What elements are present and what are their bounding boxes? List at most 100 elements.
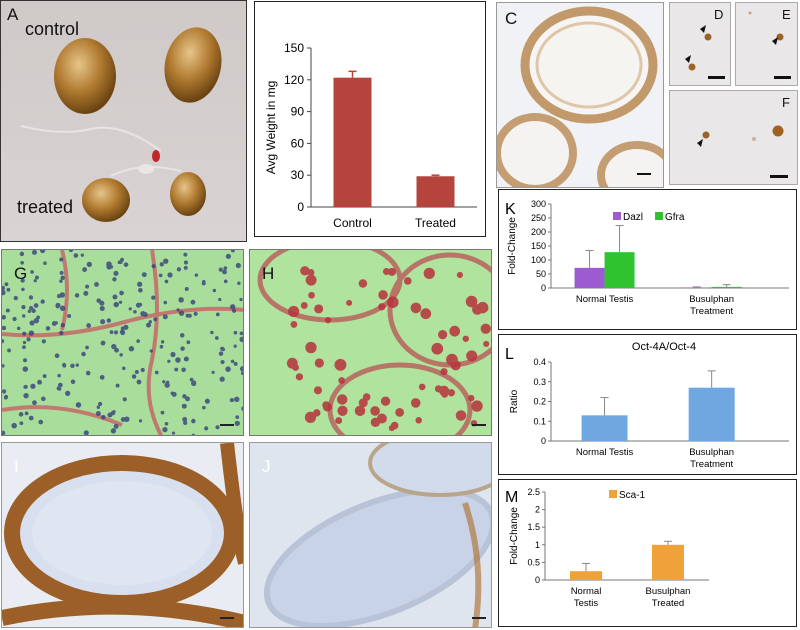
x-tick-label: Testis bbox=[574, 598, 599, 609]
panel-f-cells: F bbox=[669, 90, 798, 185]
he-section-g bbox=[2, 250, 243, 435]
y-tick-label: 0 bbox=[297, 200, 304, 214]
ihc-section-j bbox=[250, 443, 491, 627]
panel-letter-c: C bbox=[505, 9, 518, 28]
legend-swatch bbox=[609, 490, 617, 498]
scale-bar-g bbox=[220, 424, 234, 426]
panel-letter-f: F bbox=[782, 95, 790, 110]
bar bbox=[688, 387, 735, 441]
bar bbox=[604, 252, 635, 288]
panel-letter-i: I bbox=[14, 457, 19, 476]
cells-f bbox=[670, 91, 797, 184]
bar bbox=[652, 544, 684, 580]
scale-bar-e bbox=[774, 76, 791, 79]
y-axis-label: Ratio bbox=[509, 389, 520, 413]
panel-letter: L bbox=[505, 346, 514, 363]
y-tick-label: 2.5 bbox=[527, 487, 540, 497]
scale-bar-d bbox=[708, 76, 725, 79]
panel-letter-j: J bbox=[262, 457, 271, 476]
dazl-gfra-chart: 0 50 100 150 200 250 300 Normal Testis Busulphan… bbox=[505, 199, 789, 317]
panel-c-ihc: C bbox=[496, 2, 664, 188]
y-tick-label: 100 bbox=[531, 255, 546, 265]
y-tick-label: 300 bbox=[531, 199, 546, 209]
bar bbox=[570, 571, 602, 580]
panel-letter: M bbox=[505, 489, 518, 506]
x-tick-label: Busulphan bbox=[646, 586, 691, 597]
arrowhead-icon bbox=[685, 55, 691, 63]
y-tick-label: 0 bbox=[541, 436, 546, 446]
arrowhead-icon bbox=[772, 37, 778, 45]
x-tick-label: Treated bbox=[652, 598, 684, 609]
control-testis-left bbox=[54, 38, 116, 114]
y-tick-label: 0.5 bbox=[527, 557, 540, 567]
y-tick-label: 0 bbox=[535, 575, 540, 585]
y-tick-label: 1 bbox=[535, 540, 540, 550]
y-tick-label: 50 bbox=[536, 269, 546, 279]
bar-treated bbox=[416, 176, 455, 207]
x-tick-label: Treatment bbox=[690, 306, 733, 317]
y-tick-label: 120 bbox=[284, 73, 304, 87]
weight-bar-chart: 0 30 60 90 120 150 Control Treated Avg Weight in… bbox=[264, 41, 477, 230]
panel-letter-h: H bbox=[262, 264, 275, 283]
testes-photo bbox=[1, 1, 246, 241]
legend-swatch bbox=[613, 212, 621, 220]
x-tick-label: Control bbox=[333, 216, 372, 230]
y-tick-label: 0.1 bbox=[533, 416, 546, 426]
cells-d bbox=[670, 3, 730, 85]
x-tick-label: Busulphan bbox=[689, 447, 734, 458]
legend-label: Sca-1 bbox=[619, 490, 646, 501]
bar bbox=[581, 415, 628, 441]
y-tick-label: 0.2 bbox=[533, 397, 546, 407]
treated-label: treated bbox=[17, 197, 74, 217]
y-tick-label: 0 bbox=[541, 283, 546, 293]
x-tick-label: Treated bbox=[415, 216, 456, 230]
tubule-section-c bbox=[497, 3, 663, 187]
x-tick-label: Normal Testis bbox=[576, 447, 634, 458]
y-tick-label: 150 bbox=[284, 41, 304, 55]
he-section-h bbox=[250, 250, 491, 435]
legend-swatch bbox=[655, 212, 663, 220]
panel-i-ihc: I bbox=[1, 442, 244, 628]
y-tick-label: 30 bbox=[291, 168, 305, 182]
chart-title: Oct-4A/Oct-4 bbox=[632, 341, 696, 353]
y-tick-label: 200 bbox=[531, 227, 546, 237]
arrowhead-icon bbox=[697, 139, 703, 147]
y-axis-label: Fold-Change bbox=[507, 217, 518, 275]
oct4-ratio-chart: 0 0.1 0.2 0.3 0.4 Normal Testis BusulphanTreat… bbox=[505, 341, 789, 470]
panel-letter-d: D bbox=[714, 7, 724, 22]
bar bbox=[574, 267, 605, 288]
treated-testis-right bbox=[170, 172, 206, 216]
scale-bar-c bbox=[637, 173, 651, 175]
panel-k-chart: 0 50 100 150 200 250 300 Normal Testis Busulphan… bbox=[498, 189, 797, 330]
scale-bar-f bbox=[770, 175, 788, 178]
y-tick-label: 1.5 bbox=[527, 522, 540, 532]
x-tick-label: Normal bbox=[571, 586, 602, 597]
bar bbox=[711, 286, 742, 288]
y-tick-label: 0.4 bbox=[533, 357, 546, 367]
x-tick-label: Busulphan bbox=[689, 294, 734, 305]
panel-e-cells: E bbox=[735, 2, 798, 86]
y-tick-label: 2 bbox=[535, 505, 540, 515]
y-axis-label: Fold-Change bbox=[509, 507, 520, 565]
y-tick-label: 60 bbox=[291, 136, 305, 150]
scale-bar-j bbox=[472, 617, 486, 619]
panel-g-he: G bbox=[1, 249, 244, 436]
panel-letter-e: E bbox=[782, 7, 791, 22]
panel-m-chart: 0 0.5 1 1.5 2 2.5 Normal Testis Busulphan Treated… bbox=[498, 479, 797, 627]
y-tick-label: 150 bbox=[531, 241, 546, 251]
bar-control bbox=[333, 77, 372, 208]
panel-letter: K bbox=[505, 201, 516, 218]
scale-bar-h bbox=[472, 424, 486, 426]
panel-h-he: H bbox=[249, 249, 492, 436]
arrowhead-icon bbox=[700, 25, 706, 33]
y-tick-label: 250 bbox=[531, 213, 546, 223]
panel-l-chart: 0 0.1 0.2 0.3 0.4 Normal Testis Busulphan Treat… bbox=[498, 334, 797, 475]
ihc-section-i bbox=[2, 443, 243, 627]
panel-weight-chart: 0 30 60 90 120 150 Control Treated Avg Weight in… bbox=[254, 1, 486, 237]
blood-spot bbox=[152, 150, 160, 162]
panel-letter-g: G bbox=[14, 264, 28, 283]
panel-letter-a: A bbox=[7, 5, 19, 24]
cells-e bbox=[736, 3, 797, 85]
y-axis-label: Avg Weight in mg bbox=[264, 81, 278, 175]
